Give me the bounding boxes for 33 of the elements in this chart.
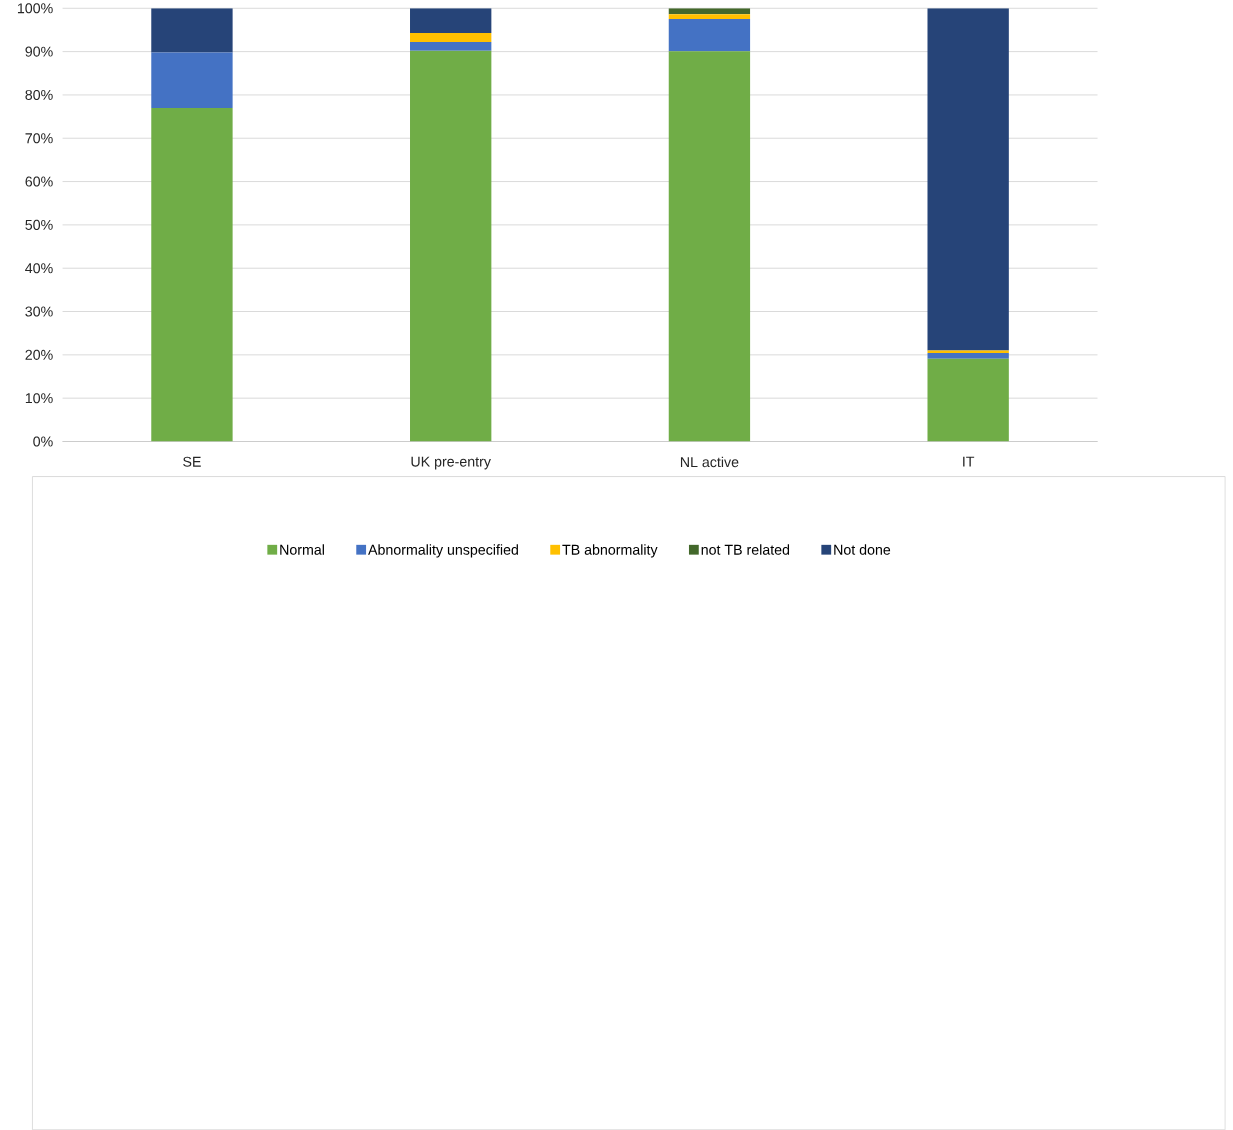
bar [927, 8, 1009, 351]
legend-label: Not done [834, 544, 891, 555]
y-tick-label: 80% [25, 89, 53, 100]
y-tick-label: 60% [25, 176, 53, 187]
bar [668, 51, 751, 442]
y-tick-label: 20% [25, 349, 53, 360]
y-tick-label: 10% [25, 392, 53, 404]
legend-label: Abnormality unspecified [368, 544, 518, 558]
y-tick-label: 100% [17, 3, 53, 14]
y-tick-label: 0% [33, 436, 53, 447]
bar [410, 50, 492, 442]
legend-label: Normal [280, 544, 324, 555]
bar [668, 14, 751, 19]
bar [410, 32, 492, 42]
bar [151, 8, 233, 53]
bar [668, 18, 751, 52]
y-tick-label: 50% [25, 219, 53, 230]
legend-label: TB abnormality [562, 544, 658, 558]
x-tick-label: IT [963, 456, 975, 467]
bar [410, 8, 492, 33]
x-tick-label: SE [183, 456, 201, 467]
y-tick-label: 70% [25, 133, 53, 144]
y-tick-label: 30% [25, 306, 53, 317]
bar [927, 358, 1009, 442]
bar [151, 107, 233, 442]
y-tick-label: 40% [25, 263, 53, 274]
bar [410, 41, 492, 51]
legend-label: not TB related [701, 544, 790, 555]
x-tick-label: NL active [680, 456, 739, 468]
y-tick-label: 90% [25, 46, 53, 57]
x-tick-label: UK pre-entry [411, 456, 491, 470]
bar [927, 352, 1009, 359]
bar [151, 52, 233, 108]
